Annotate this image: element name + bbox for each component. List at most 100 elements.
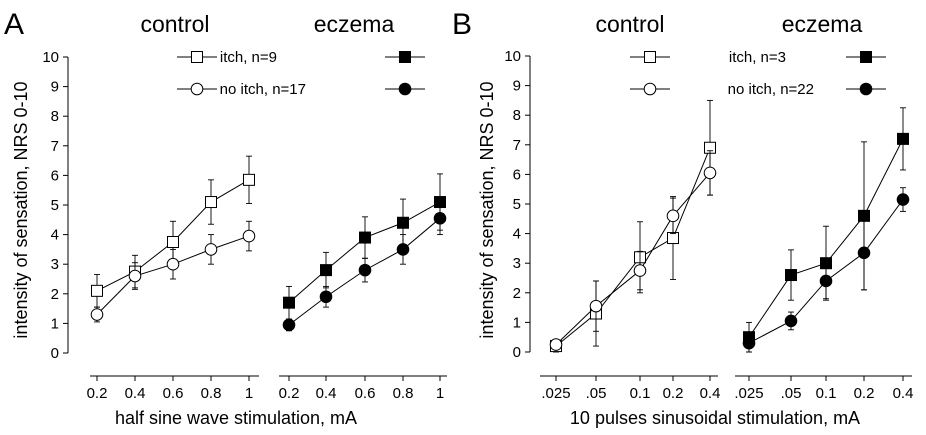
legend-marker-eczema-circle <box>398 82 412 96</box>
no-itch-data-point <box>857 246 871 260</box>
no-itch-data-point <box>703 166 717 180</box>
no-itch-data-point <box>282 318 296 332</box>
x-tick-label: 0.4 <box>893 385 914 402</box>
y-tick-label: 2 <box>51 286 59 303</box>
no-itch-data-point <box>433 212 447 225</box>
itch-data-point <box>91 284 103 297</box>
legend-marker-control-square <box>191 51 203 63</box>
y-tick-label: 0 <box>513 344 521 361</box>
y-tick-label: 7 <box>513 137 521 154</box>
x-tick-label: 0.6 <box>355 385 376 402</box>
panel-a-y-axis: 0 1 2 3 4 5 6 7 8 9 10 <box>42 49 69 362</box>
x-tick-label: 0.2 <box>854 385 875 402</box>
itch-data-point <box>283 296 295 309</box>
panel-b-eczema-plot: .025 .05 0.1 0.2 0.4 <box>734 107 914 402</box>
panel-b-control-plot: .025 .05 0.1 0.2 0.4 <box>540 99 721 402</box>
itch-data-point <box>359 231 371 244</box>
y-tick-label: 8 <box>513 107 521 124</box>
x-tick-label: .05 <box>586 385 607 402</box>
no-itch-data-point <box>204 243 218 256</box>
no-itch-data-point <box>242 229 256 243</box>
y-tick-label: 3 <box>51 256 59 273</box>
y-tick-label: 10 <box>42 49 59 66</box>
y-tick-label: 6 <box>51 167 59 184</box>
itch-data-point <box>167 236 179 248</box>
no-itch-data-point <box>319 290 333 304</box>
no-itch-data-point <box>896 193 910 206</box>
panel-a-control-plot: 0.2 0.4 0.6 0.8 1 <box>87 155 259 402</box>
panel-a-legend-marks <box>177 51 425 96</box>
x-tick-label: .025 <box>541 385 570 402</box>
x-tick-label: 0.2 <box>663 385 684 402</box>
x-tick-label: 0.2 <box>87 385 108 402</box>
y-tick-label: 4 <box>513 226 521 243</box>
x-tick-label: .05 <box>781 385 802 402</box>
y-tick-label: 4 <box>51 227 59 244</box>
x-tick-label: 0.6 <box>163 385 184 402</box>
x-tick-label: 0.4 <box>700 385 721 402</box>
panel-a-y-axis-title: intensity of sensation, NRS 0-10 <box>11 81 31 338</box>
panel-b-y-axis: 0 1 2 3 4 5 6 7 8 9 10 <box>504 48 531 361</box>
panel-a: A control eczema intensity of sensation,… <box>4 8 447 428</box>
no-itch-data-point <box>633 264 647 277</box>
itch-series-line <box>555 147 711 347</box>
y-tick-label: 1 <box>51 315 59 332</box>
x-tick-label: .025 <box>734 385 763 402</box>
x-tick-label: 0.1 <box>816 385 837 402</box>
itch-data-point <box>320 264 332 277</box>
x-tick-label: 0.8 <box>393 385 414 402</box>
y-tick-label: 10 <box>504 48 521 65</box>
panel-a-eczema-title: eczema <box>314 11 395 37</box>
x-tick-label: 0.4 <box>316 385 337 402</box>
panel-a-x-axis-title: half sine wave stimulation, mA <box>115 408 357 428</box>
legend-marker-eczema-circle <box>859 82 873 96</box>
y-tick-label: 2 <box>513 285 521 302</box>
y-tick-label: 5 <box>513 196 521 213</box>
itch-data-point <box>397 216 409 229</box>
no-itch-data-point <box>358 263 372 277</box>
panel-b-y-axis-title: intensity of sensation, NRS 0-10 <box>477 81 497 338</box>
x-tick-label: 0.4 <box>125 385 146 402</box>
no-itch-data-point <box>396 243 410 256</box>
no-itch-data-point <box>742 336 756 350</box>
no-itch-data-point <box>666 209 680 223</box>
x-tick-label: 1 <box>245 385 253 402</box>
legend-marker-control-circle <box>643 82 657 96</box>
panel-b-control-title: control <box>595 11 664 37</box>
no-itch-data-point <box>549 338 563 351</box>
panel-a-legend-itch-label: itch, n=9 <box>220 49 277 66</box>
itch-data-point <box>667 232 679 245</box>
legend-marker-control-square <box>644 51 656 63</box>
x-tick-label: 0.8 <box>201 385 222 402</box>
y-tick-label: 3 <box>513 255 521 272</box>
panel-b-letter: B <box>452 8 472 41</box>
no-itch-data-point <box>166 257 180 271</box>
panel-b: B control eczema intensity of sensation,… <box>452 8 913 428</box>
no-itch-data-point <box>90 308 104 321</box>
y-tick-label: 1 <box>513 314 521 331</box>
panel-a-eczema-plot: 0.2 0.4 0.6 0.8 1 <box>279 173 447 402</box>
no-itch-data-point <box>784 314 798 328</box>
panel-b-eczema-title: eczema <box>782 11 863 37</box>
y-tick-label: 0 <box>51 345 59 362</box>
itch-data-point <box>785 269 797 282</box>
y-tick-label: 8 <box>51 108 59 125</box>
no-itch-data-point <box>819 274 833 288</box>
no-itch-data-point <box>589 299 603 313</box>
panel-b-legend-itch-label: itch, n=3 <box>729 49 786 66</box>
panel-a-legend-noitch-label: no itch, n=17 <box>220 81 306 98</box>
legend-marker-eczema-square <box>399 51 411 63</box>
x-tick-label: 0.1 <box>630 385 651 402</box>
y-tick-label: 5 <box>51 197 59 214</box>
legend-marker-eczema-square <box>860 51 872 63</box>
y-tick-label: 9 <box>513 78 521 95</box>
panel-b-legend-noitch-label: no itch, n=22 <box>728 81 814 98</box>
x-tick-label: 1 <box>436 385 444 402</box>
itch-data-point <box>897 132 909 145</box>
panel-b-x-axis-title: 10 pulses sinusoidal stimulation, mA <box>570 408 860 428</box>
no-itch-series-line <box>555 172 711 345</box>
y-tick-label: 9 <box>51 79 59 96</box>
panel-b-legend-marks <box>630 51 886 96</box>
y-tick-label: 7 <box>51 138 59 155</box>
